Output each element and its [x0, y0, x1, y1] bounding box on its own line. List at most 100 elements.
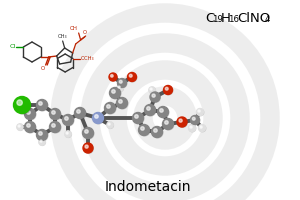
Circle shape	[152, 127, 163, 138]
Text: O: O	[83, 30, 87, 36]
Circle shape	[152, 127, 163, 138]
Circle shape	[107, 122, 113, 128]
Circle shape	[50, 109, 61, 120]
Circle shape	[151, 93, 160, 102]
Circle shape	[109, 73, 117, 81]
Circle shape	[164, 86, 172, 95]
Circle shape	[105, 103, 116, 114]
Circle shape	[75, 108, 86, 119]
Circle shape	[118, 78, 127, 88]
Circle shape	[135, 115, 138, 118]
Circle shape	[165, 87, 168, 90]
Circle shape	[40, 140, 42, 142]
Circle shape	[93, 113, 104, 124]
Circle shape	[37, 130, 47, 140]
Circle shape	[17, 124, 23, 130]
Circle shape	[189, 125, 196, 132]
Circle shape	[84, 144, 93, 153]
Text: 16: 16	[228, 15, 239, 23]
Circle shape	[152, 94, 155, 97]
Text: O: O	[40, 66, 45, 72]
Circle shape	[154, 129, 157, 132]
Circle shape	[200, 126, 202, 128]
Text: CH₃: CH₃	[58, 34, 68, 40]
Circle shape	[199, 125, 206, 132]
Circle shape	[118, 79, 127, 88]
Circle shape	[199, 124, 206, 132]
Text: C: C	[205, 12, 214, 25]
Circle shape	[133, 112, 143, 123]
Circle shape	[63, 115, 74, 126]
Circle shape	[117, 98, 128, 109]
Circle shape	[190, 116, 200, 124]
Circle shape	[92, 112, 104, 123]
Circle shape	[150, 88, 152, 90]
Circle shape	[110, 88, 121, 99]
Circle shape	[128, 72, 136, 82]
Circle shape	[27, 111, 30, 114]
Circle shape	[25, 121, 35, 132]
Circle shape	[108, 123, 110, 125]
Circle shape	[14, 97, 31, 114]
Circle shape	[107, 122, 113, 128]
Circle shape	[163, 118, 173, 130]
Circle shape	[62, 114, 74, 126]
Circle shape	[150, 92, 160, 102]
Circle shape	[196, 108, 203, 116]
Circle shape	[65, 117, 68, 120]
Circle shape	[140, 125, 150, 136]
Circle shape	[111, 75, 113, 77]
Circle shape	[25, 108, 35, 119]
Circle shape	[192, 117, 195, 120]
Circle shape	[164, 119, 174, 130]
Circle shape	[147, 107, 150, 110]
Circle shape	[119, 100, 122, 103]
Circle shape	[17, 124, 23, 130]
Circle shape	[50, 122, 61, 133]
Circle shape	[139, 124, 149, 136]
Circle shape	[149, 87, 155, 93]
Circle shape	[198, 110, 200, 112]
Text: Indometacin: Indometacin	[105, 180, 191, 194]
Circle shape	[26, 109, 36, 120]
Text: 4: 4	[265, 15, 271, 23]
Text: OH: OH	[70, 26, 78, 31]
Circle shape	[110, 74, 117, 81]
Circle shape	[38, 100, 48, 111]
Circle shape	[66, 132, 68, 134]
Circle shape	[197, 109, 204, 116]
Circle shape	[112, 90, 115, 93]
Circle shape	[83, 143, 93, 153]
Circle shape	[164, 86, 173, 95]
Circle shape	[104, 102, 116, 114]
Circle shape	[146, 105, 156, 116]
Circle shape	[39, 132, 42, 135]
Circle shape	[116, 98, 128, 108]
Text: ClNO: ClNO	[237, 12, 270, 25]
Circle shape	[178, 118, 187, 127]
Text: H: H	[221, 12, 231, 25]
Circle shape	[118, 86, 120, 88]
Circle shape	[95, 115, 98, 118]
Circle shape	[50, 108, 61, 119]
Circle shape	[190, 126, 192, 128]
Circle shape	[85, 145, 88, 148]
Circle shape	[117, 85, 123, 91]
Text: 19: 19	[212, 15, 223, 23]
Circle shape	[38, 130, 48, 141]
Circle shape	[85, 130, 88, 133]
Circle shape	[128, 73, 137, 82]
Circle shape	[50, 121, 61, 132]
Circle shape	[110, 88, 121, 98]
Circle shape	[158, 107, 169, 118]
Circle shape	[165, 121, 168, 124]
Circle shape	[145, 104, 155, 116]
Circle shape	[117, 85, 123, 91]
Circle shape	[17, 100, 22, 105]
Text: OCH₃: OCH₃	[81, 56, 94, 61]
Circle shape	[26, 122, 36, 133]
Circle shape	[149, 87, 155, 93]
Circle shape	[191, 116, 200, 125]
Circle shape	[134, 113, 144, 124]
Circle shape	[82, 128, 94, 138]
